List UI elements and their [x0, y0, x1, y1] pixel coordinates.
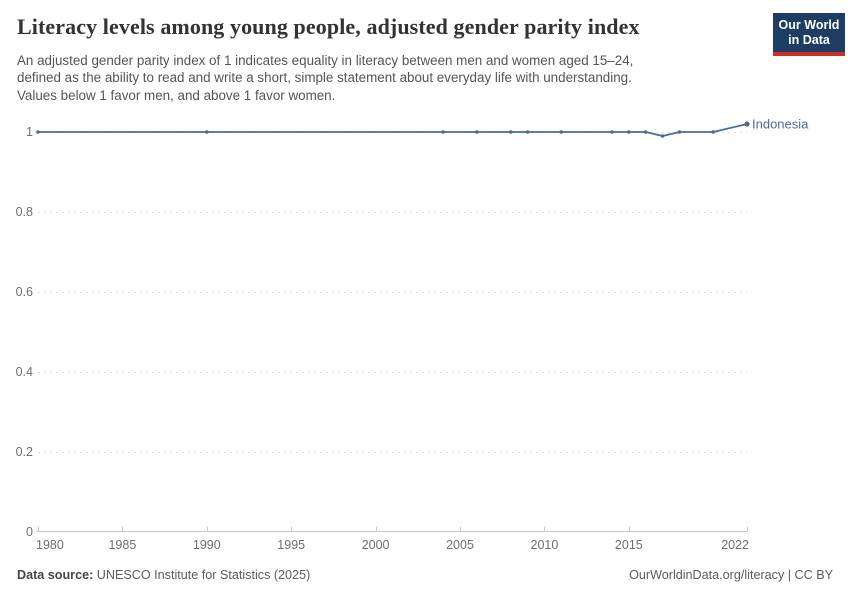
- data-point: [744, 121, 750, 127]
- owid-logo: Our World in Data: [773, 13, 845, 56]
- data-point: [475, 130, 479, 134]
- x-tick-label: 2000: [362, 538, 390, 552]
- data-source-label: Data source:: [17, 568, 94, 582]
- subtitle-line: An adjusted gender parity index of 1 ind…: [17, 53, 634, 68]
- entity-label: Indonesia: [752, 117, 809, 132]
- y-tick-label: 0.6: [16, 285, 33, 299]
- data-point: [525, 130, 530, 134]
- page-title: Literacy levels among young people, adju…: [17, 14, 640, 39]
- data-source-text: UNESCO Institute for Statistics (2025): [96, 568, 311, 582]
- subtitle-line: defined as the ability to read and write…: [17, 70, 632, 86]
- chart-subtitle: An adjusted gender parity index of 1 ind…: [17, 52, 762, 104]
- data-point: [677, 130, 682, 134]
- data-point: [559, 130, 564, 134]
- x-tick-label: 2005: [446, 538, 474, 552]
- data-point: [610, 130, 614, 134]
- x-tick-label: 2022: [721, 538, 749, 552]
- data-point: [205, 130, 209, 134]
- data-point: [441, 130, 445, 134]
- y-tick-label: 0: [26, 525, 33, 539]
- x-tick-label: 1995: [277, 538, 305, 552]
- subtitle-line: Values below 1 favor men, and above 1 fa…: [17, 87, 336, 103]
- chart-footer: Data source: UNESCO Institute for Statis…: [17, 567, 833, 583]
- x-tick-label: 1990: [193, 538, 221, 552]
- x-axis: [36, 526, 748, 532]
- x-axis-labels: 1980 1985 1990 1995 2000 2005 2010 2015 2022: [36, 538, 749, 552]
- x-tick-label: 2015: [615, 538, 643, 552]
- data-series-indonesia: [36, 121, 750, 138]
- x-tick-label: 1985: [108, 538, 136, 552]
- data-line: [37, 123, 748, 137]
- data-point: [711, 130, 715, 134]
- y-tick-label: 0.2: [16, 445, 33, 459]
- data-point: [643, 130, 648, 134]
- gridlines: [38, 132, 747, 453]
- y-tick-label: 0.4: [16, 365, 33, 379]
- owid-logo-line2: in Data: [788, 33, 830, 47]
- data-source: Data source: UNESCO Institute for Statis…: [17, 567, 310, 583]
- y-tick-label: 1: [26, 125, 33, 139]
- x-tick-label: 1980: [36, 538, 64, 552]
- data-point: [627, 130, 631, 134]
- owid-logo-line1: Our World: [778, 18, 840, 32]
- data-point: [36, 130, 40, 134]
- x-tick-label: 2010: [531, 538, 559, 552]
- y-tick-label: 0.8: [16, 205, 33, 219]
- data-point: [508, 130, 513, 134]
- data-point: [660, 134, 665, 138]
- license-note: OurWorldinData.org/literacy | CC BY: [629, 568, 833, 582]
- y-axis-labels: 0 0.2 0.4 0.6 0.8 1: [16, 125, 33, 539]
